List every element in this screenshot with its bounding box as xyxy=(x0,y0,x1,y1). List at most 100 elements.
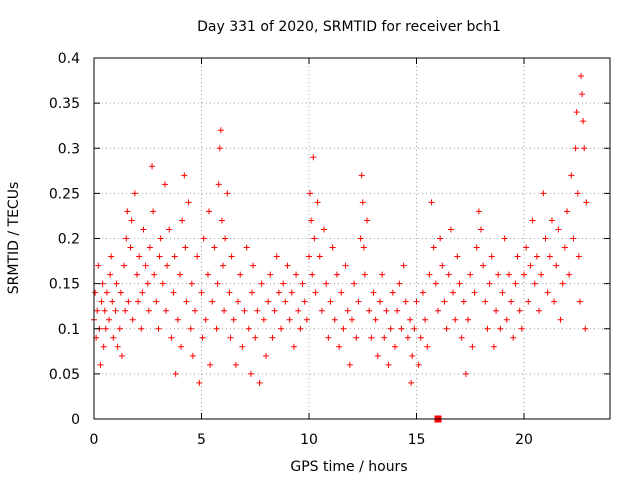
data-point xyxy=(118,352,125,359)
data-point xyxy=(514,253,521,260)
data-point xyxy=(159,280,166,287)
data-point xyxy=(182,244,189,251)
data-point xyxy=(582,325,589,332)
data-point xyxy=(575,253,582,260)
data-point xyxy=(150,208,157,215)
data-point xyxy=(336,343,343,350)
data-point xyxy=(220,262,226,269)
data-point xyxy=(194,253,201,260)
data-point xyxy=(331,316,338,323)
data-point xyxy=(134,271,140,278)
data-point xyxy=(192,307,199,314)
data-point xyxy=(512,280,519,287)
data-point xyxy=(360,244,367,251)
data-point xyxy=(155,325,162,332)
data-point xyxy=(113,280,120,287)
data-point xyxy=(207,361,214,368)
data-point xyxy=(164,262,171,269)
data-point xyxy=(495,271,502,278)
data-point xyxy=(226,289,233,296)
data-point xyxy=(374,352,381,359)
data-point xyxy=(256,379,263,386)
data-point xyxy=(353,334,360,341)
data-point xyxy=(213,325,220,332)
data-point xyxy=(564,208,570,215)
data-point xyxy=(409,352,416,359)
data-point xyxy=(460,298,467,305)
data-point xyxy=(381,334,388,341)
data-point xyxy=(344,307,351,314)
data-point xyxy=(548,217,555,224)
data-point xyxy=(497,325,504,332)
data-point xyxy=(555,226,562,233)
data-point xyxy=(484,325,491,332)
data-point xyxy=(247,370,254,377)
data-point xyxy=(475,208,482,215)
data-point xyxy=(171,253,178,260)
data-point xyxy=(222,235,229,242)
data-point xyxy=(94,307,101,314)
data-point xyxy=(394,307,401,314)
data-point xyxy=(435,307,441,314)
data-point xyxy=(445,271,452,278)
data-point xyxy=(121,262,128,269)
data-point xyxy=(170,289,177,296)
x-tick-label: 20 xyxy=(515,432,533,448)
data-point xyxy=(214,280,221,287)
x-tick-label: 10 xyxy=(300,432,318,448)
data-point xyxy=(577,73,584,80)
data-point xyxy=(430,244,437,251)
data-point xyxy=(295,307,302,314)
data-point xyxy=(265,298,272,305)
data-point xyxy=(144,280,151,287)
data-point xyxy=(196,379,203,386)
data-point xyxy=(179,217,186,224)
data-point xyxy=(250,262,257,269)
data-point xyxy=(124,208,131,215)
data-point xyxy=(297,325,304,332)
data-point xyxy=(306,253,312,260)
y-tick-label: 0.4 xyxy=(58,51,80,67)
data-point xyxy=(503,316,510,323)
x-tick-label: 15 xyxy=(408,432,426,448)
data-point xyxy=(168,334,175,341)
data-point xyxy=(527,262,534,269)
data-point xyxy=(273,253,280,260)
data-point xyxy=(241,307,248,314)
data-point xyxy=(228,253,235,260)
data-point xyxy=(583,199,590,206)
data-point xyxy=(456,280,463,287)
data-point xyxy=(308,217,315,224)
data-point xyxy=(355,298,362,305)
data-point xyxy=(417,334,424,341)
data-point xyxy=(245,325,252,332)
y-tick-label: 0.35 xyxy=(49,96,80,112)
data-point xyxy=(310,154,317,161)
data-point xyxy=(216,145,223,152)
data-point xyxy=(424,343,431,350)
data-point xyxy=(551,298,558,305)
data-point xyxy=(303,316,310,323)
data-point xyxy=(426,271,433,278)
data-point xyxy=(486,280,493,287)
data-point xyxy=(163,307,170,314)
data-point xyxy=(189,352,196,359)
data-point xyxy=(516,307,523,314)
data-point xyxy=(239,343,246,350)
data-point xyxy=(299,280,306,287)
data-point xyxy=(200,235,207,242)
data-point xyxy=(568,172,575,179)
chart-title: Day 331 of 2020, SRMTID for receiver bch… xyxy=(197,19,501,35)
data-point xyxy=(525,298,532,305)
data-point xyxy=(172,370,179,377)
data-point xyxy=(523,244,530,251)
data-point xyxy=(398,325,405,332)
data-point xyxy=(309,271,316,278)
data-point xyxy=(131,190,138,197)
x-axis-label: GPS time / hours xyxy=(290,459,407,475)
data-point xyxy=(370,289,377,296)
data-point xyxy=(301,298,308,305)
data-point xyxy=(570,235,577,242)
data-point xyxy=(224,190,231,197)
data-point xyxy=(338,289,345,296)
